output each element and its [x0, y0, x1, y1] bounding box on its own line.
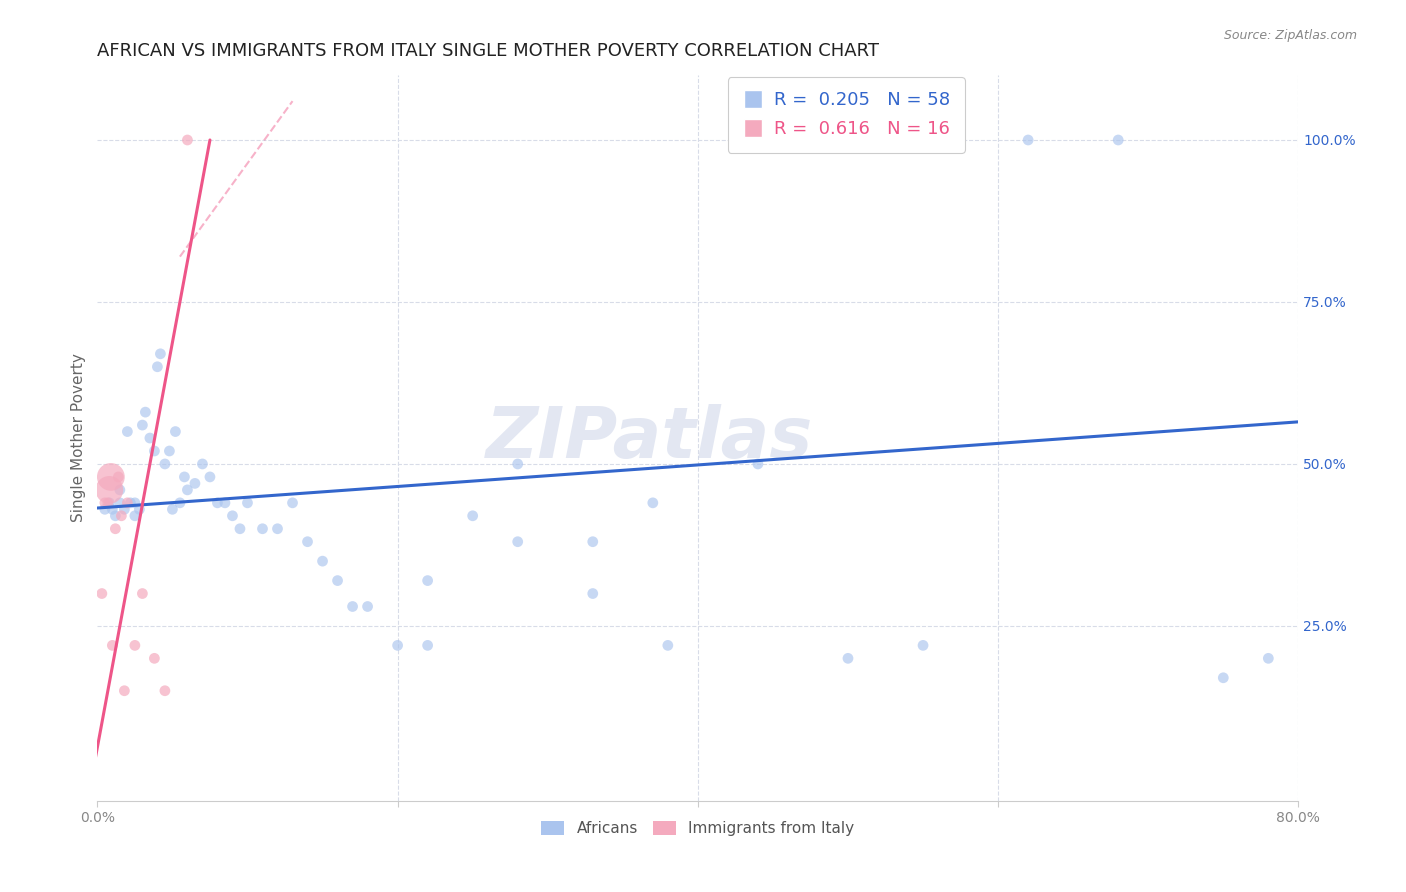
Point	[297, 534, 319, 549]
Point	[131, 418, 153, 433]
Point	[98, 483, 121, 497]
Point	[110, 508, 132, 523]
Point	[112, 502, 135, 516]
Point	[356, 599, 378, 614]
Point	[582, 586, 605, 600]
Point	[176, 133, 198, 147]
Point	[582, 534, 605, 549]
Point	[387, 639, 409, 653]
Point	[461, 508, 484, 523]
Point	[108, 496, 131, 510]
Point	[173, 470, 195, 484]
Point	[169, 496, 191, 510]
Point	[266, 522, 288, 536]
Point	[641, 496, 664, 510]
Point	[117, 496, 139, 510]
Point	[281, 496, 304, 510]
Point	[252, 522, 274, 536]
Point	[104, 508, 127, 523]
Point	[143, 651, 166, 665]
Point	[94, 496, 117, 510]
Point	[1107, 133, 1129, 147]
Point	[221, 508, 243, 523]
Point	[207, 496, 229, 510]
Point	[837, 651, 859, 665]
Point	[157, 444, 180, 458]
Point	[236, 496, 259, 510]
Point	[98, 496, 121, 510]
Point	[101, 639, 124, 653]
Point	[1257, 651, 1279, 665]
Point	[149, 347, 172, 361]
Point	[162, 502, 184, 516]
Point	[198, 470, 221, 484]
Point	[912, 639, 935, 653]
Point	[416, 574, 439, 588]
Point	[326, 574, 349, 588]
Point	[108, 483, 131, 497]
Point	[107, 470, 129, 484]
Point	[124, 496, 146, 510]
Point	[747, 457, 769, 471]
Y-axis label: Single Mother Poverty: Single Mother Poverty	[72, 353, 86, 523]
Point	[176, 483, 198, 497]
Point	[143, 444, 166, 458]
Point	[214, 496, 236, 510]
Point	[657, 639, 679, 653]
Point	[229, 522, 252, 536]
Point	[139, 431, 162, 445]
Point	[1017, 133, 1039, 147]
Point	[146, 359, 169, 374]
Point	[191, 457, 214, 471]
Point	[90, 586, 112, 600]
Point	[100, 470, 122, 484]
Text: Source: ZipAtlas.com: Source: ZipAtlas.com	[1223, 29, 1357, 42]
Point	[153, 683, 176, 698]
Point	[506, 534, 529, 549]
Text: AFRICAN VS IMMIGRANTS FROM ITALY SINGLE MOTHER POVERTY CORRELATION CHART: AFRICAN VS IMMIGRANTS FROM ITALY SINGLE …	[97, 42, 879, 60]
Point	[165, 425, 187, 439]
Point	[124, 508, 146, 523]
Point	[506, 457, 529, 471]
Point	[342, 599, 364, 614]
Point	[184, 476, 207, 491]
Point	[94, 502, 117, 516]
Point	[311, 554, 333, 568]
Point	[131, 586, 153, 600]
Point	[128, 502, 150, 516]
Point	[112, 683, 135, 698]
Point	[104, 522, 127, 536]
Point	[134, 405, 156, 419]
Text: ZIPatlas: ZIPatlas	[486, 403, 814, 473]
Point	[153, 457, 176, 471]
Legend: Africans, Immigrants from Italy: Africans, Immigrants from Italy	[534, 814, 862, 844]
Point	[120, 496, 142, 510]
Point	[124, 639, 146, 653]
Point	[1212, 671, 1234, 685]
Point	[416, 639, 439, 653]
Point	[97, 496, 120, 510]
Point	[117, 425, 139, 439]
Point	[101, 502, 124, 516]
